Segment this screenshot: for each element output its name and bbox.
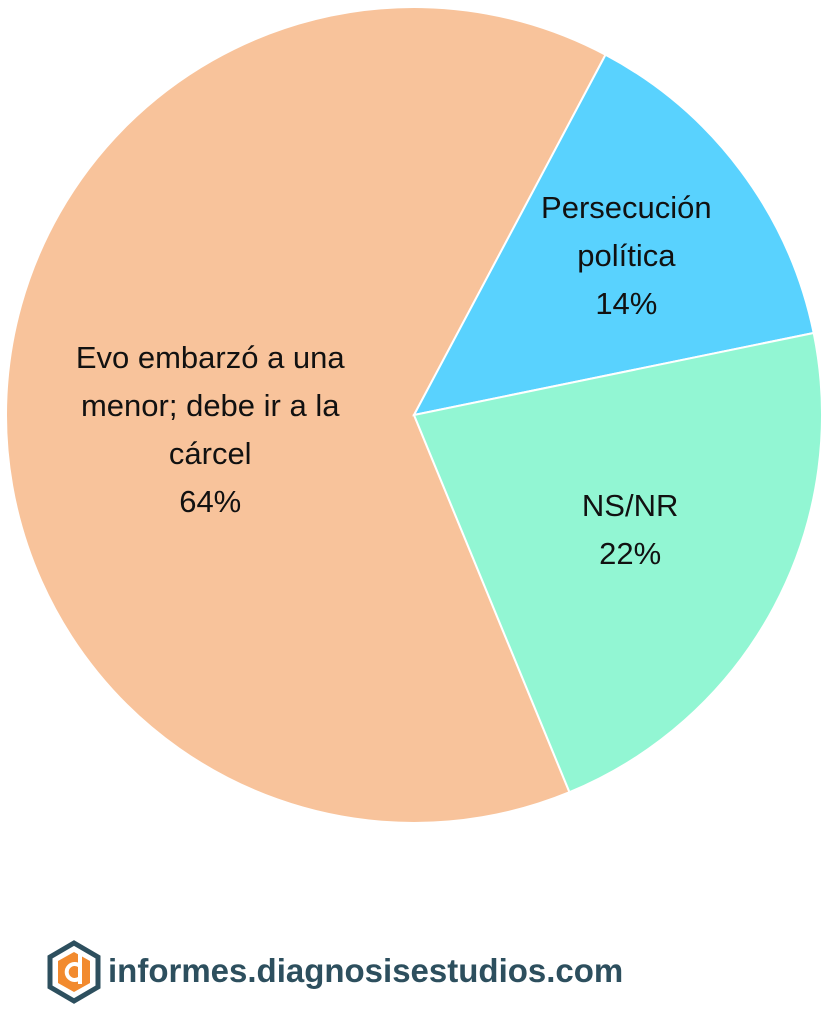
category-label: Evo embarzó a una menor; debe ir a la cá… bbox=[75, 340, 345, 472]
value-label: 64% bbox=[179, 484, 242, 520]
value-label: 14% bbox=[595, 286, 658, 322]
footer-text: informes.diagnosisestudios.com bbox=[108, 952, 624, 989]
slice-label: NS/NR 22% bbox=[530, 482, 730, 578]
pie-slice bbox=[5, 6, 607, 824]
slice-label: Evo embarzó a una menor; debe ir a la cá… bbox=[60, 334, 360, 526]
pie-slice bbox=[412, 53, 815, 417]
value-label: 22% bbox=[599, 535, 662, 571]
slice-label: Persecución política 14% bbox=[521, 184, 731, 328]
logo-icon bbox=[47, 940, 101, 1004]
category-label: NS/NR bbox=[581, 487, 679, 523]
category-label: Persecución política bbox=[541, 190, 712, 274]
pie-slice bbox=[412, 331, 824, 794]
